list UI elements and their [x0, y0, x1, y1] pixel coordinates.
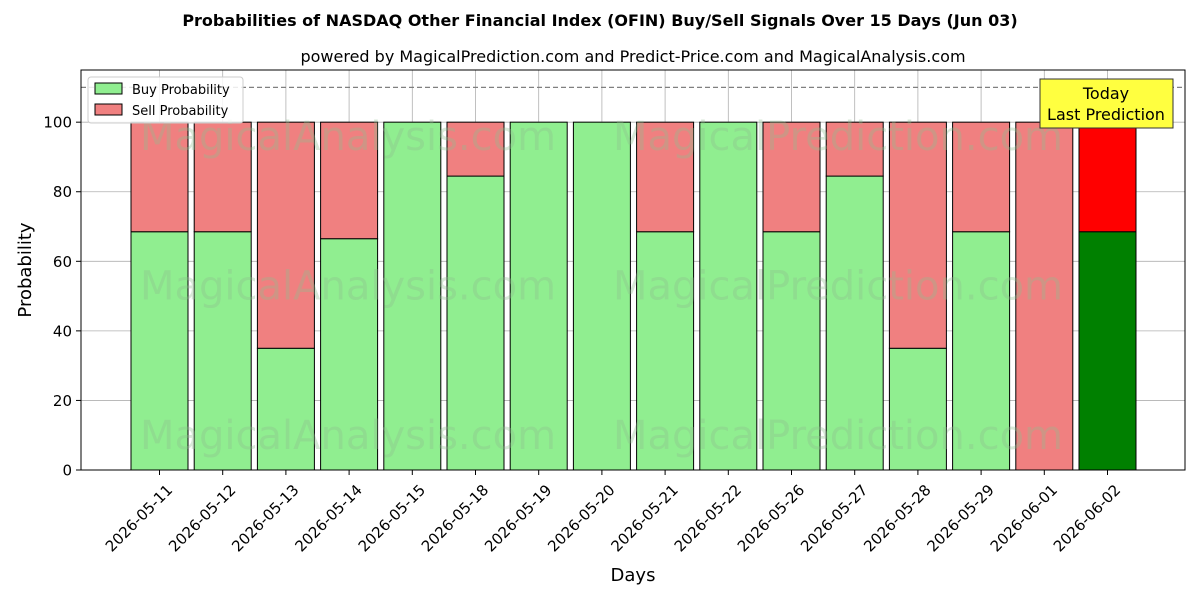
watermark-text: MagicalPrediction.com — [613, 264, 1063, 310]
sell-bar — [952, 121, 1011, 233]
x-tick-label: 2026-05-20 — [544, 481, 618, 555]
sell-bar — [636, 121, 695, 233]
x-tick-label: 2026-05-11 — [102, 481, 176, 555]
buy-bar — [888, 347, 947, 471]
sell-bar — [320, 121, 379, 240]
x-tick-label: 2026-05-15 — [355, 481, 429, 555]
sell-bar — [256, 121, 315, 349]
buy-bar — [952, 231, 1011, 471]
x-tick-label: 2026-05-22 — [671, 481, 745, 555]
sell-bar — [888, 121, 947, 349]
x-tick-label: 2026-05-26 — [734, 481, 808, 555]
buy-bar — [256, 347, 315, 471]
buy-bar — [193, 231, 252, 471]
buy-bar — [383, 121, 442, 471]
y-tick-label: 80 — [53, 183, 72, 201]
y-tick-label: 60 — [53, 253, 72, 271]
y-axis-label: Probability — [15, 222, 36, 317]
annotation-line2: Last Prediction — [1047, 105, 1165, 124]
x-tick-label: 2026-05-27 — [797, 481, 871, 555]
x-axis-label: Days — [611, 565, 656, 586]
y-tick-label: 0 — [62, 462, 72, 480]
today-annotation: Today Last Prediction — [1039, 78, 1174, 129]
x-tick-label: 2026-05-13 — [228, 481, 302, 555]
legend-label-sell: Sell Probability — [132, 104, 229, 119]
buy-bar — [320, 238, 379, 471]
y-tick-label: 20 — [53, 392, 72, 410]
buy-bar — [699, 121, 758, 471]
watermark-text: MagicalAnalysis.com — [140, 413, 556, 459]
watermark-text: MagicalAnalysis.com — [140, 264, 556, 310]
annotation-box — [1039, 78, 1174, 129]
watermark-text: MagicalPrediction.com — [613, 413, 1063, 459]
buy-bar — [572, 121, 631, 471]
x-tick-label: 2026-05-28 — [860, 481, 934, 555]
buy-bar — [762, 231, 821, 471]
x-tick-label: 2026-06-01 — [987, 481, 1061, 555]
x-tick-label: 2026-05-29 — [923, 481, 997, 555]
buy-bar — [509, 121, 568, 471]
sell-bar — [130, 121, 189, 233]
chart-title: Probabilities of NASDAQ Other Financial … — [182, 11, 1017, 30]
legend-swatch-sell — [94, 103, 123, 116]
legend-frame — [87, 76, 244, 124]
plot-frame — [80, 69, 1186, 471]
buy-bar — [1078, 231, 1137, 471]
buy-bar — [825, 175, 884, 471]
buy-bar — [446, 175, 505, 471]
bars-layer — [130, 121, 1137, 471]
sell-bar — [762, 121, 821, 233]
buy-bar — [636, 231, 695, 471]
legend-label-buy: Buy Probability — [132, 83, 230, 98]
chart-subtitle: powered by MagicalPrediction.com and Pre… — [300, 47, 965, 66]
annotation-line1: Today — [1082, 84, 1129, 103]
x-tick-label: 2026-05-21 — [607, 481, 681, 555]
x-tick-label: 2026-05-12 — [165, 481, 239, 555]
sell-bar — [446, 121, 505, 177]
x-tick-label: 2026-05-19 — [481, 481, 555, 555]
watermark-text: MagicalPrediction.com — [613, 114, 1063, 160]
y-tick-label: 100 — [43, 114, 72, 132]
x-tick-label: 2026-05-18 — [418, 481, 492, 555]
sell-bar — [1078, 121, 1137, 233]
legend-swatch-buy — [94, 82, 123, 95]
sell-bar — [825, 121, 884, 177]
x-tick-label: 2026-06-02 — [1050, 481, 1124, 555]
x-tick-label: 2026-05-14 — [291, 481, 365, 555]
legend: Buy Probability Sell Probability — [87, 76, 244, 124]
y-tick-label: 40 — [53, 322, 72, 340]
watermark-layer: MagicalAnalysis.com MagicalPrediction.com… — [140, 114, 1063, 459]
sell-bar — [1015, 121, 1074, 471]
